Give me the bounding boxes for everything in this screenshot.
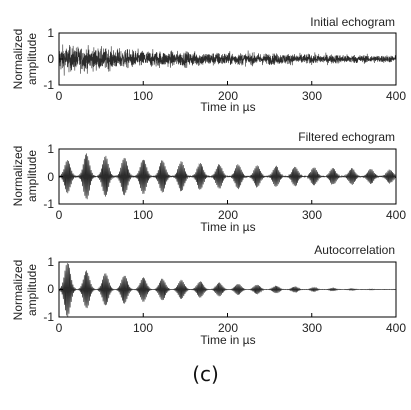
plot-frame bbox=[58, 32, 397, 86]
y-tick-label: 0 bbox=[47, 282, 54, 296]
y-axis-label: Normalized amplitude bbox=[11, 29, 39, 90]
y-axis-label-line-2: amplitude bbox=[25, 150, 39, 202]
signal-line-initial-echogram bbox=[58, 44, 397, 76]
x-axis-label: Time in µs bbox=[200, 100, 255, 114]
panel-autocorrelation: Autocorrelation Normalized amplitude 1 0… bbox=[11, 243, 406, 347]
y-axis-label-line-1: Normalized bbox=[11, 146, 25, 207]
x-tick-label: 0 bbox=[56, 321, 63, 335]
x-tick-label: 100 bbox=[133, 89, 153, 103]
x-tick-label: 200 bbox=[218, 321, 238, 335]
series-line bbox=[58, 263, 397, 317]
panel-title: Autocorrelation bbox=[314, 243, 395, 257]
panel-filtered-echogram: Filtered echogram Normalized amplitude 1… bbox=[11, 130, 406, 234]
plot-frame bbox=[58, 261, 397, 318]
x-axis-label: Time in µs bbox=[200, 333, 255, 347]
x-tick-label: 0 bbox=[56, 89, 63, 103]
y-tick-label: 0 bbox=[47, 170, 54, 184]
y-tick-label: 1 bbox=[47, 26, 54, 40]
x-tick-label: 400 bbox=[386, 208, 406, 222]
series-line bbox=[58, 44, 397, 76]
x-tick-label: 400 bbox=[386, 89, 406, 103]
y-axis-label: Normalized amplitude bbox=[11, 146, 39, 207]
y-tick-label: -1 bbox=[43, 78, 54, 92]
y-axis-label-line-2: amplitude bbox=[25, 33, 39, 85]
x-tick-label: 100 bbox=[133, 321, 153, 335]
x-tick-label: 100 bbox=[133, 208, 153, 222]
plot-frame bbox=[58, 148, 397, 205]
y-axis-label-line-1: Normalized bbox=[11, 260, 25, 321]
y-tick-label: -1 bbox=[43, 310, 54, 324]
y-axis-label-line-2: amplitude bbox=[25, 264, 39, 316]
panel-title: Initial echogram bbox=[310, 15, 395, 29]
x-tick-label: 200 bbox=[218, 89, 238, 103]
y-axis-label: Normalized amplitude bbox=[11, 260, 39, 321]
series-line bbox=[58, 153, 397, 200]
y-axis-label-line-1: Normalized bbox=[11, 29, 25, 90]
x-tick-label: 200 bbox=[218, 208, 238, 222]
x-axis-label: Time in µs bbox=[200, 220, 255, 234]
y-tick-label: -1 bbox=[43, 197, 54, 211]
panel-initial-echogram: Initial echogram Normalized amplitude 1 … bbox=[11, 15, 406, 114]
y-tick-label: 0 bbox=[47, 52, 54, 66]
panel-title: Filtered echogram bbox=[298, 130, 395, 144]
figure-caption: (c) bbox=[192, 362, 219, 386]
y-tick-label: 1 bbox=[47, 255, 54, 269]
x-tick-label: 300 bbox=[302, 89, 322, 103]
x-tick-label: 0 bbox=[56, 208, 63, 222]
signal-line-autocorrelation bbox=[58, 263, 397, 317]
x-tick-label: 400 bbox=[386, 321, 406, 335]
signal-line-filtered-echogram bbox=[58, 153, 397, 200]
x-tick-label: 300 bbox=[302, 208, 322, 222]
x-tick-label: 300 bbox=[302, 321, 322, 335]
y-tick-label: 1 bbox=[47, 142, 54, 156]
